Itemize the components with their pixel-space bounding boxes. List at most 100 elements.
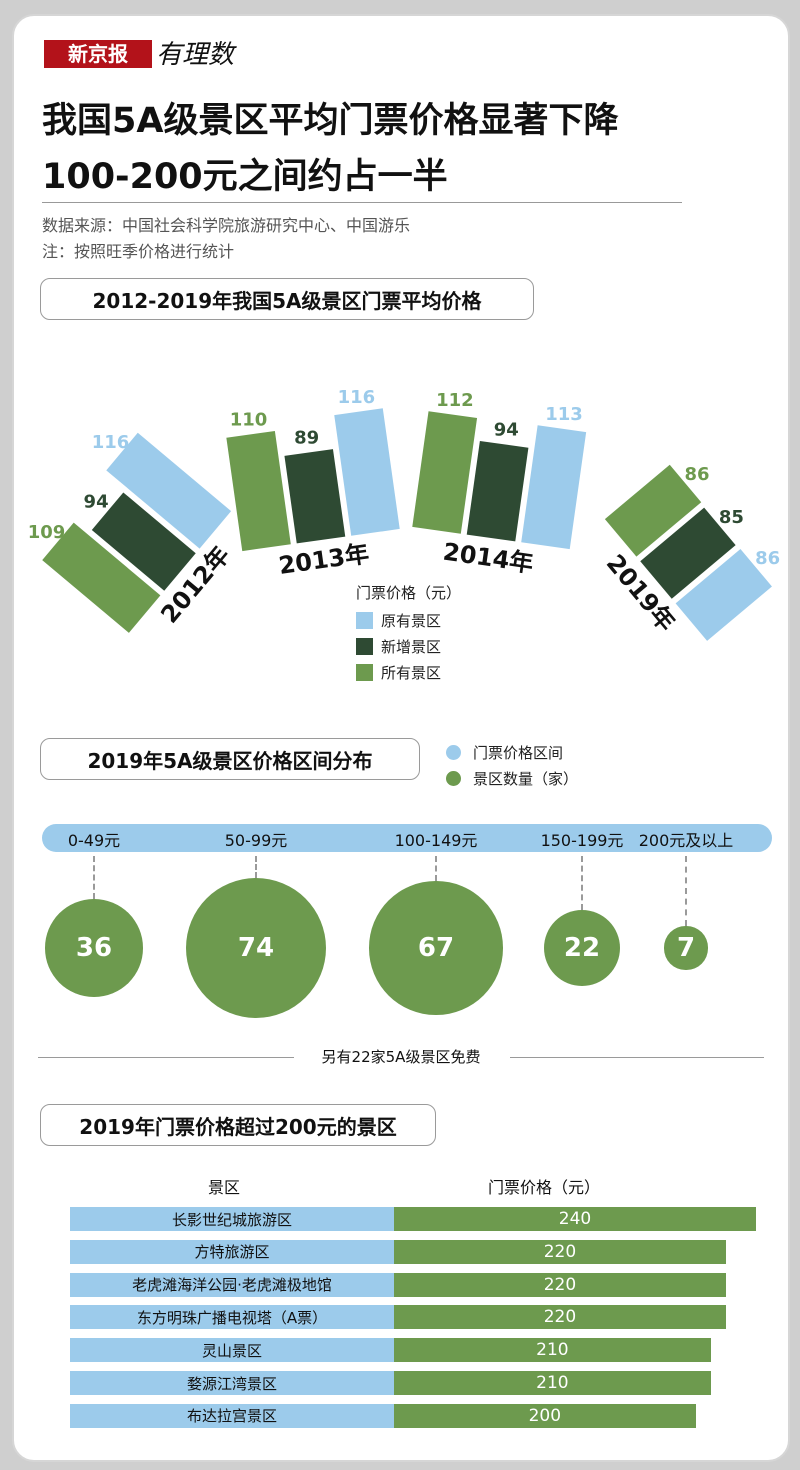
data-source-note: 数据来源：中国社会科学院旅游研究中心、中国游乐	[42, 216, 411, 235]
attraction-name: 长影世纪城旅游区	[70, 1207, 394, 1231]
fan-bar	[226, 430, 291, 552]
price-bar: 220	[394, 1239, 726, 1264]
legend-price-range-dot	[446, 745, 461, 760]
year-group-2: 112 94 113 2014年	[412, 390, 587, 578]
fan-bar-value-label: 94	[84, 492, 109, 513]
table-row: 东方明珠广播电视塔（A票） 220	[70, 1305, 760, 1330]
fan-bar-value-label: 113	[545, 404, 583, 425]
year-label: 2014年	[441, 538, 535, 578]
attraction-name: 东方明珠广播电视塔（A票）	[70, 1305, 394, 1330]
fan-bar	[334, 408, 400, 536]
fan-bar	[284, 449, 346, 544]
count-bubble: 36	[45, 899, 143, 997]
table-row: 婺源江湾景区 210	[70, 1371, 760, 1395]
fan-bar	[466, 440, 529, 542]
price-range-label: 50-99元	[224, 831, 288, 850]
fan-bar	[42, 522, 161, 633]
brand-logo: 新京报	[44, 40, 152, 68]
legend-new-swatch	[356, 638, 373, 655]
fan-bar	[521, 425, 587, 550]
price-range-label: 150-199元	[540, 831, 624, 850]
attraction-name: 老虎滩海洋公园·老虎滩极地馆	[70, 1272, 394, 1297]
fan-bar-value-label: 116	[338, 387, 376, 408]
fan-bar	[604, 464, 702, 557]
price-range-label: 100-149元	[394, 831, 478, 850]
avg-price-fan-chart: 109941162012年110891162013年112941132014年8…	[28, 387, 780, 641]
legend-original: 原有景区	[356, 610, 441, 631]
attraction-name: 灵山景区	[70, 1338, 394, 1363]
brand-script-logo: 有理数	[156, 40, 235, 70]
title-divider	[42, 202, 682, 203]
table-row: 长影世纪城旅游区 240	[70, 1207, 760, 1231]
range-connector	[581, 856, 583, 910]
range-connector	[93, 856, 95, 900]
fan-bar-value-label: 112	[436, 390, 474, 411]
column-header-price: 门票价格（元）	[488, 1178, 601, 1197]
year-group-1: 110 89 116 2013年	[226, 387, 400, 580]
table-row: 灵山景区 210	[70, 1338, 760, 1363]
fan-bar	[106, 432, 232, 549]
count-bubble: 7	[664, 926, 708, 970]
fan-bar-value-label: 116	[92, 432, 130, 453]
fan-bar	[640, 507, 736, 599]
fan-bar	[412, 411, 478, 534]
fan-bar-value-label: 85	[719, 507, 744, 528]
price-range-label: 200元及以上	[638, 831, 734, 850]
fan-bar	[91, 492, 196, 591]
infographic-card: 新京报 有理数 我国5A级景区平均门票价格显著下降 100-200元之间约占一半…	[12, 14, 790, 1462]
attraction-name: 方特旅游区	[70, 1239, 394, 1264]
section-title-price-range: 2019年5A级景区价格区间分布	[40, 738, 420, 780]
page-title-line-1: 我国5A级景区平均门票价格显著下降	[42, 101, 619, 141]
section-title-avg-price: 2012-2019年我国5A级景区门票平均价格	[40, 278, 534, 320]
statistics-note: 注：按照旺季价格进行统计	[42, 242, 235, 261]
count-bubble: 67	[369, 881, 503, 1015]
range-connector	[685, 856, 687, 927]
attraction-name: 婺源江湾景区	[70, 1371, 394, 1395]
count-bubble: 74	[186, 878, 326, 1018]
range-connector	[435, 856, 437, 882]
legend-title: 门票价格（元）	[356, 584, 462, 602]
fan-bar-value-label: 89	[294, 428, 319, 449]
price-bar: 240	[394, 1207, 756, 1231]
legend-all-label: 所有景区	[381, 664, 442, 682]
fan-bar-value-label: 86	[684, 464, 709, 485]
attraction-name: 布达拉宫景区	[70, 1403, 394, 1428]
fan-bar-value-label: 94	[494, 420, 519, 441]
free-note-line-left	[38, 1057, 294, 1058]
free-note-line-right	[510, 1057, 764, 1058]
count-bubble: 22	[543, 909, 621, 987]
legend-price-range: 门票价格区间	[446, 742, 563, 763]
price-range-label: 0-49元	[67, 831, 121, 850]
price-bar: 220	[394, 1272, 726, 1297]
page-title-line-2: 100-200元之间约占一半	[42, 157, 448, 197]
legend-all-swatch	[356, 664, 373, 681]
fan-bar	[675, 548, 772, 641]
legend-count-label: 景区数量（家）	[473, 770, 579, 788]
legend-all: 所有景区	[356, 662, 441, 683]
legend-count-dot	[446, 771, 461, 786]
table-row: 布达拉宫景区 200	[70, 1403, 760, 1428]
fan-bar-value-label: 109	[28, 522, 66, 543]
section-title-over-200: 2019年门票价格超过200元的景区	[40, 1104, 436, 1146]
legend-original-label: 原有景区	[381, 612, 442, 630]
year-label: 2013年	[277, 540, 371, 580]
free-attractions-note: 另有22家5A级景区免费	[321, 1048, 481, 1066]
price-bar: 210	[394, 1371, 711, 1395]
price-bar: 220	[394, 1305, 726, 1330]
price-bar: 210	[394, 1338, 711, 1363]
legend-new: 新增景区	[356, 636, 441, 657]
legend-original-swatch	[356, 612, 373, 629]
fan-bar-value-label: 110	[230, 410, 268, 431]
range-connector	[255, 856, 257, 878]
table-row: 老虎滩海洋公园·老虎滩极地馆 220	[70, 1272, 760, 1297]
legend-new-label: 新增景区	[381, 638, 442, 656]
fan-bar-value-label: 86	[755, 548, 780, 569]
legend-price-range-label: 门票价格区间	[473, 744, 564, 762]
price-range-band	[42, 824, 772, 852]
price-bar: 200	[394, 1403, 696, 1428]
column-header-attraction: 景区	[208, 1178, 241, 1197]
table-row: 方特旅游区 220	[70, 1239, 760, 1264]
legend-count: 景区数量（家）	[446, 768, 578, 789]
